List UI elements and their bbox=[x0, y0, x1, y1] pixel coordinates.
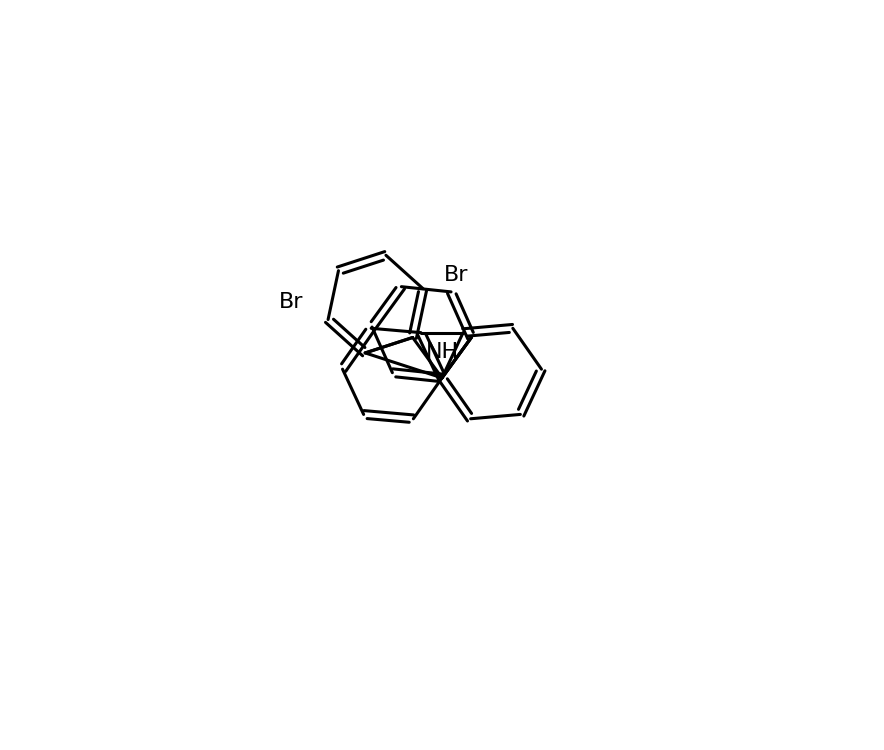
Text: Br: Br bbox=[444, 265, 469, 284]
Text: Br: Br bbox=[279, 292, 304, 312]
Text: NH: NH bbox=[425, 342, 459, 362]
